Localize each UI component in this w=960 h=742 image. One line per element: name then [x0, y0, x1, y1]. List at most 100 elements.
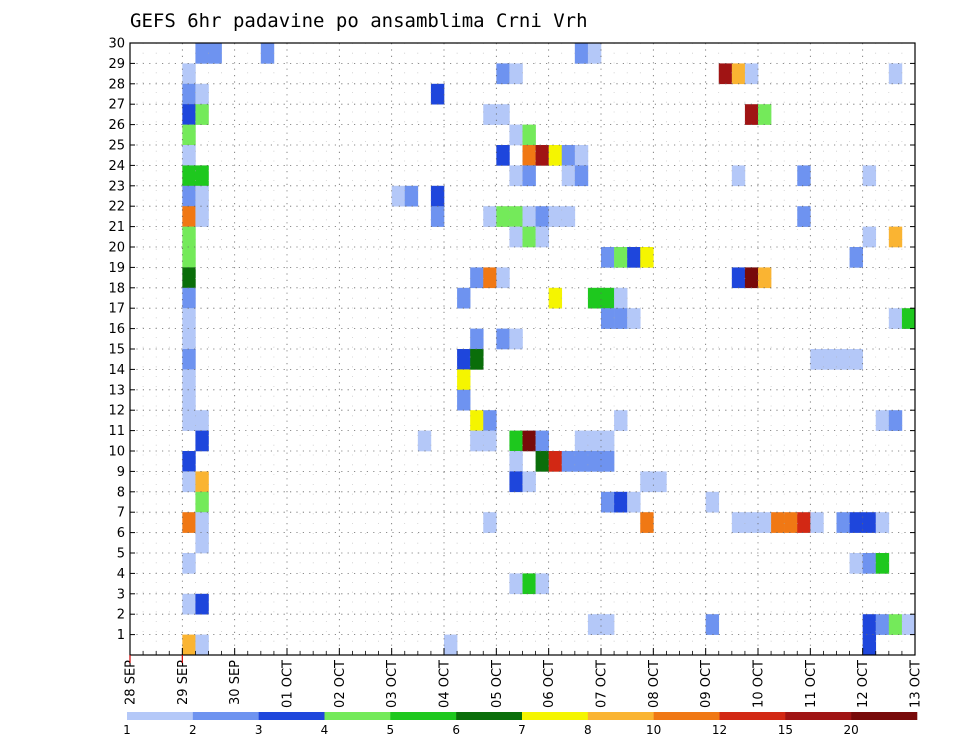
- x-tick-label: 11 OCT: [804, 660, 819, 708]
- colorbar-swatch: [522, 712, 589, 720]
- heatmap-cell: [509, 328, 523, 350]
- heatmap-cell: [496, 63, 510, 85]
- heatmap-cell: [509, 573, 523, 595]
- colorbar-swatch: [258, 712, 325, 720]
- x-tick-label: 08 OCT: [647, 660, 662, 708]
- heatmap-cell: [731, 63, 746, 85]
- heatmap-cell: [483, 104, 497, 125]
- heatmap-cell: [182, 83, 196, 105]
- y-tick-label: 17: [108, 302, 125, 317]
- heatmap-cell: [587, 451, 602, 472]
- heatmap-cell: [509, 124, 523, 146]
- heatmap-cell: [496, 328, 510, 350]
- heatmap-cell: [784, 512, 798, 533]
- heatmap-cell: [417, 430, 432, 452]
- heatmap-cell: [640, 512, 654, 533]
- heatmap-cell: [182, 553, 196, 574]
- heatmap-cell: [535, 226, 549, 248]
- heatmap-cell: [614, 491, 628, 513]
- colorbar-swatch: [653, 712, 720, 720]
- heatmap-cell: [404, 185, 419, 207]
- x-tick-label: 06 OCT: [542, 660, 557, 708]
- heatmap-cell: [797, 206, 811, 227]
- heatmap-cell: [182, 328, 196, 350]
- heatmap-cell: [574, 165, 589, 187]
- heatmap-cell: [470, 430, 484, 452]
- heatmap-cell: [888, 226, 903, 248]
- x-tick-label: 28 SEP: [124, 660, 139, 705]
- heatmap-cell: [182, 410, 196, 431]
- heatmap-cell: [601, 491, 615, 513]
- heatmap-cell: [522, 471, 536, 493]
- y-tick-label: 27: [108, 98, 125, 113]
- heatmap-cell: [182, 512, 196, 533]
- heatmap-cell: [457, 349, 471, 370]
- heatmap-cell: [653, 471, 667, 493]
- chart-title: GEFS 6hr padavine po ansamblima Crni Vrh: [130, 10, 588, 32]
- colorbar-label: 12: [712, 723, 727, 737]
- y-tick-label: 29: [108, 57, 125, 72]
- heatmap-cell: [836, 349, 850, 370]
- heatmap-cell: [195, 532, 209, 554]
- heatmap-cell: [587, 43, 602, 64]
- heatmap-cell: [771, 512, 785, 533]
- heatmap-cell: [535, 430, 549, 452]
- heatmap-cell: [849, 512, 863, 533]
- heatmap-cell: [483, 206, 497, 227]
- y-tick-label: 15: [108, 343, 125, 358]
- heatmap-cell: [705, 614, 720, 635]
- y-tick-label: 3: [117, 587, 125, 602]
- x-axis: 28 SEP 29 SEP 30 SEP 01 OCT 02 OCT 03 OCT 04 O…: [124, 648, 924, 708]
- heatmap-cell: [195, 471, 209, 493]
- heatmap-cell: [182, 593, 196, 615]
- heatmap-cell: [182, 471, 196, 493]
- y-tick-label: 22: [108, 200, 125, 215]
- heatmap-cell: [182, 308, 196, 329]
- colorbar-label: 7: [518, 723, 526, 737]
- colorbar-swatch: [851, 712, 918, 720]
- heatmap-cell: [535, 145, 549, 166]
- heatmap-cell: [182, 267, 196, 289]
- y-tick-label: 2: [117, 608, 125, 623]
- heatmap-cell: [561, 206, 576, 227]
- colorbar-label: 15: [778, 723, 793, 737]
- colorbar-label: 8: [584, 723, 592, 737]
- heatmap-cell: [862, 553, 877, 574]
- heatmap-cell: [849, 247, 863, 268]
- heatmap-cell: [182, 287, 196, 309]
- colorbar-label: 10: [646, 723, 661, 737]
- colorbar: 1 2 3 4 5 6 7 8 10 12 15 20: [123, 712, 918, 737]
- heatmap-cell: [430, 185, 445, 207]
- x-tick-label: 04 OCT: [438, 660, 453, 708]
- heatmap-cell: [509, 63, 523, 85]
- heatmap-cell: [561, 451, 576, 472]
- heatmap-cell: [731, 512, 746, 533]
- heatmap-cell: [836, 512, 850, 533]
- heatmap-cell: [195, 512, 209, 533]
- y-tick-label: 4: [117, 567, 125, 582]
- heatmap-cell: [182, 165, 196, 187]
- y-tick-label: 7: [117, 506, 125, 521]
- colorbar-label: 1: [123, 723, 131, 737]
- heatmap-cell: [810, 349, 824, 370]
- heatmap-cell: [509, 471, 523, 493]
- heatmap-cell: [901, 308, 916, 329]
- heatmap-cell: [195, 206, 209, 227]
- heatmap-cell: [574, 145, 589, 166]
- x-tick-label: 07 OCT: [595, 660, 610, 708]
- heatmap-cell: [195, 43, 209, 64]
- heatmap-cell: [483, 410, 497, 431]
- heatmap-cell: [640, 247, 654, 268]
- heatmap-cell: [470, 328, 484, 350]
- heatmap-cell: [457, 369, 471, 391]
- heatmap-cell: [195, 410, 209, 431]
- heatmap-cell: [496, 206, 510, 227]
- heatmap-cell: [614, 247, 628, 268]
- heatmap-cell: [875, 614, 890, 635]
- heatmap-cell: [522, 206, 536, 227]
- heatmap-cell: [627, 247, 641, 268]
- heatmap-cell: [509, 430, 523, 452]
- heatmap-cell: [875, 553, 890, 574]
- heatmap-cell: [614, 410, 628, 431]
- heatmap-cell: [705, 491, 720, 513]
